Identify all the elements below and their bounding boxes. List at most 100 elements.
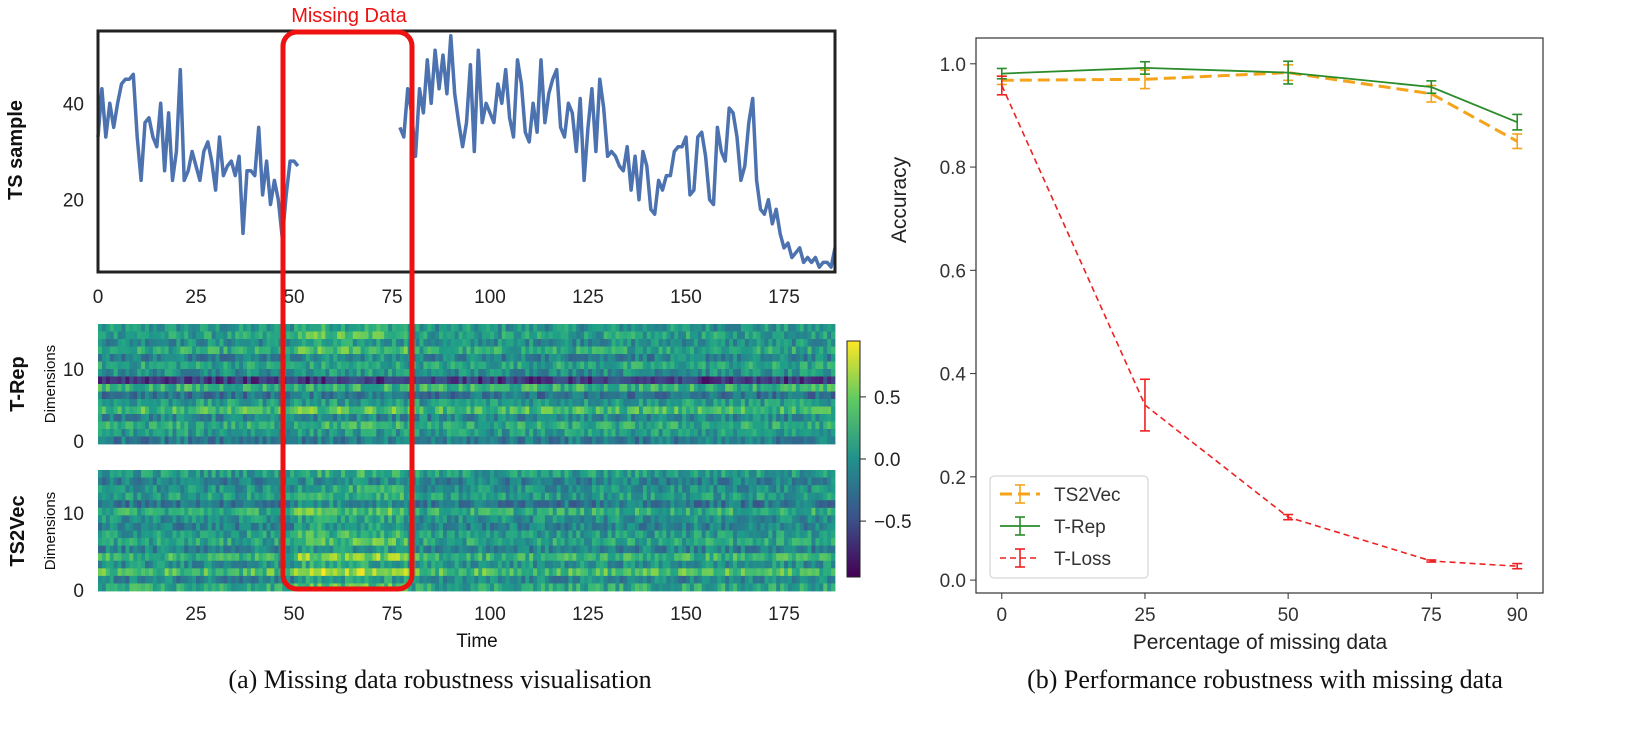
heatmap-cell — [164, 346, 169, 355]
heatmap-cell — [807, 391, 812, 400]
heatmap-cell — [686, 530, 691, 539]
heatmap-cell — [380, 354, 385, 362]
heatmap-cell — [250, 369, 256, 377]
heatmap-cell — [713, 414, 718, 422]
heatmap-cell — [678, 530, 683, 539]
heatmap-cell — [540, 492, 546, 501]
heatmap-cell — [537, 369, 542, 377]
heatmap-cell — [623, 414, 628, 422]
heatmap-cell — [98, 354, 103, 362]
heatmap-cell — [709, 331, 714, 340]
heatmap-cell — [435, 361, 440, 370]
heatmap-cell — [591, 331, 597, 340]
heatmap-cell — [784, 361, 789, 370]
heatmap-cell — [305, 346, 311, 355]
heatmap-cell — [819, 324, 824, 332]
heatmap-cell — [811, 500, 816, 509]
heatmap-cell — [403, 500, 409, 509]
heatmap-cell — [576, 470, 581, 478]
heatmap-cell — [329, 545, 334, 554]
heatmap-cell — [693, 500, 699, 509]
heatmap-cell — [678, 339, 683, 347]
heatmap-cell — [490, 399, 495, 407]
heatmap-cell — [831, 361, 836, 370]
heatmap-cell — [454, 384, 460, 392]
heatmap-cell — [227, 545, 232, 554]
heatmap-cell — [603, 515, 609, 524]
heatmap-cell — [262, 500, 267, 509]
heatmap-cell — [98, 522, 103, 531]
heatmap-cell — [423, 414, 428, 422]
heatmap-cell — [325, 369, 330, 377]
heatmap-cell — [176, 361, 181, 370]
heatmap-cell — [266, 414, 271, 422]
heatmap-cell — [756, 346, 761, 355]
heatmap-cell — [278, 429, 283, 437]
heatmap-cell — [768, 477, 773, 486]
heatmap-cell — [533, 376, 538, 385]
heatmap-cell — [795, 414, 801, 422]
heatmap-cell — [207, 331, 213, 340]
heatmap-cell — [419, 376, 424, 385]
heatmap-cell — [807, 470, 812, 478]
heatmap-cell — [117, 346, 122, 355]
heatmap-cell — [254, 492, 260, 501]
heatmap-cell — [611, 376, 616, 385]
heatmap-cell — [548, 538, 554, 547]
heatmap-cell — [591, 376, 597, 385]
heatmap-cell — [246, 507, 252, 516]
heatmap-cell — [231, 354, 236, 362]
heatmap-cell — [356, 369, 362, 377]
heatmap-cell — [748, 361, 754, 370]
heatmap-cell — [760, 414, 765, 422]
heatmap-cell — [207, 500, 213, 509]
heatmap-cell — [713, 421, 718, 430]
heatmap-cell — [584, 538, 589, 547]
heatmap-cell — [799, 492, 805, 501]
heatmap-cell — [450, 414, 456, 422]
heatmap-cell — [564, 376, 569, 385]
heatmap-cell — [580, 331, 585, 340]
heatmap-cell — [654, 522, 659, 531]
heatmap-cell — [176, 507, 181, 516]
heatmap-cell — [152, 376, 158, 385]
heatmap-cell — [529, 369, 534, 377]
heatmap-cell — [344, 346, 350, 355]
heatmap-cell — [125, 384, 130, 392]
heatmap-cell — [493, 354, 499, 362]
heatmap-cell — [105, 384, 111, 392]
heatmap-cell — [352, 399, 358, 407]
heatmap-cell — [768, 406, 773, 415]
heatmap-cell — [419, 369, 424, 377]
heatmap-cell — [497, 361, 503, 370]
heatmap-cell — [462, 515, 467, 524]
heatmap-cell — [470, 369, 475, 377]
heatmap-cell — [595, 354, 601, 362]
heatmap-cell — [689, 376, 695, 385]
heatmap-cell — [243, 538, 248, 547]
heatmap-cell — [101, 384, 107, 392]
heatmap-cell — [380, 384, 385, 392]
heatmap-cell — [650, 361, 656, 370]
heatmap-cell — [540, 470, 546, 478]
heatmap-cell — [372, 515, 377, 524]
heatmap-cell — [768, 522, 773, 531]
heatmap-cell — [258, 346, 264, 355]
heatmap-cell — [827, 369, 832, 377]
heatmap-cell — [682, 429, 687, 437]
heatmap-cell — [650, 492, 656, 501]
heatmap-cell — [101, 331, 107, 340]
heatmap-cell — [725, 507, 730, 516]
heatmap-cell — [748, 429, 754, 437]
heatmap-cell — [274, 339, 279, 347]
heatmap-cell — [760, 384, 765, 392]
heatmap-cell — [427, 331, 432, 340]
heatmap-cell — [646, 346, 652, 355]
heatmap-cell — [599, 507, 605, 516]
heatmap-cell — [490, 391, 495, 400]
heatmap-cell — [423, 376, 428, 385]
heatmap-cell — [580, 492, 585, 501]
heatmap-cell — [764, 436, 769, 445]
heatmap-cell — [133, 530, 138, 539]
heatmap-cell — [133, 485, 138, 494]
